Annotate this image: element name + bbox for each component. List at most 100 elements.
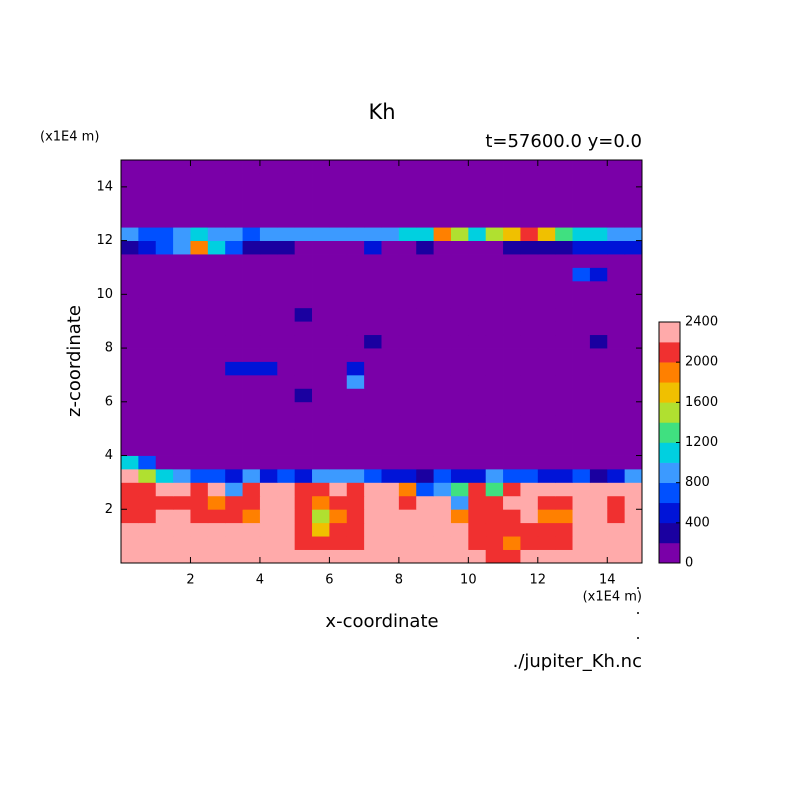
contour-cell (329, 549, 348, 564)
colorbar-band (659, 342, 680, 363)
contour-cell (624, 227, 643, 241)
contour-cell (277, 495, 296, 510)
contour-cell (294, 173, 313, 188)
contour-cell (468, 186, 487, 201)
contour-cell (589, 307, 608, 322)
contour-cell (207, 280, 226, 295)
contour-cell (259, 442, 278, 456)
contour-cell (346, 160, 365, 174)
contour-cell (537, 294, 556, 309)
contour-cell (190, 307, 209, 322)
contour-cell (173, 428, 191, 443)
contour-cell (398, 186, 417, 201)
contour-cell (607, 549, 626, 564)
contour-cell (242, 536, 261, 550)
contour-cell (416, 374, 434, 389)
contour-cell (329, 240, 348, 255)
contour-cell (346, 468, 365, 483)
contour-cell (381, 522, 400, 537)
contour-cell (555, 227, 573, 241)
contour-cell (433, 160, 452, 174)
contour-cell (555, 442, 573, 456)
contour-cell (572, 549, 591, 564)
contour-cell (468, 227, 487, 241)
contour-cell (259, 267, 278, 282)
contour-cell (277, 415, 296, 430)
contour-cell (450, 522, 469, 537)
contour-cell (346, 267, 365, 282)
contour-cell (207, 522, 226, 537)
contour-cell (572, 522, 591, 537)
contour-cell (624, 240, 643, 255)
contour-cell (138, 442, 157, 456)
contour-cell (537, 254, 556, 268)
contour-cell (294, 455, 313, 470)
contour-cell (138, 415, 157, 430)
contour-cell (381, 213, 400, 228)
contour-cell (468, 442, 487, 456)
contour-cell (416, 213, 434, 228)
contour-cell (190, 509, 209, 524)
contour-cell (277, 200, 296, 215)
contour-cell (485, 307, 504, 322)
contour-cell (364, 415, 382, 430)
contour-cell (485, 321, 504, 336)
contour-cell (589, 401, 608, 416)
contour-cell (294, 509, 313, 524)
contour-cell (346, 536, 365, 550)
contour-cell (503, 160, 521, 174)
contour-cell (312, 160, 330, 174)
contour-cell (207, 160, 226, 174)
contour-cell (242, 240, 261, 255)
contour-cell (572, 442, 591, 456)
contour-cell (294, 186, 313, 201)
contour-cell (173, 549, 191, 564)
contour-cell (259, 455, 278, 470)
contour-cell (607, 401, 626, 416)
contour-cell (225, 307, 243, 322)
contour-cell (173, 294, 191, 309)
contour-cell (572, 240, 591, 255)
contour-cell (503, 227, 521, 241)
contour-cell (121, 401, 139, 416)
contour-cell (346, 509, 365, 524)
contour-cell (155, 549, 174, 564)
x-unit: (x1E4 m) (583, 590, 642, 605)
contour-cell (277, 321, 296, 336)
contour-cell (155, 374, 174, 389)
contour-cell (433, 549, 452, 564)
contour-cell (589, 415, 608, 430)
contour-cell (503, 254, 521, 268)
contour-cell (381, 160, 400, 174)
contour-cell (537, 455, 556, 470)
contour-cell (277, 509, 296, 524)
contour-cell (537, 522, 556, 537)
contour-cell (259, 160, 278, 174)
contour-cell (624, 307, 643, 322)
contour-cell (121, 549, 139, 564)
contour-cell (485, 415, 504, 430)
contour-cell (503, 455, 521, 470)
contour-cell (624, 482, 643, 497)
contour-field (121, 160, 643, 564)
contour-cell (520, 388, 539, 403)
y-axis-label: z-coordinate (64, 305, 85, 417)
contour-cell (138, 495, 157, 510)
contour-cell (364, 468, 382, 483)
contour-cell (433, 495, 452, 510)
contour-cell (155, 536, 174, 550)
contour-cell (433, 455, 452, 470)
contour-cell (329, 374, 348, 389)
contour-cell (121, 455, 139, 470)
contour-cell (312, 334, 330, 349)
contour-cell (312, 415, 330, 430)
contour-cell (450, 536, 469, 550)
contour-cell (225, 294, 243, 309)
contour-cell (364, 334, 382, 349)
contour-cell (190, 388, 209, 403)
contour-cell (572, 173, 591, 188)
contour-cell (346, 442, 365, 456)
contour-cell (173, 307, 191, 322)
contour-cell (555, 348, 573, 362)
contour-cell (242, 348, 261, 362)
